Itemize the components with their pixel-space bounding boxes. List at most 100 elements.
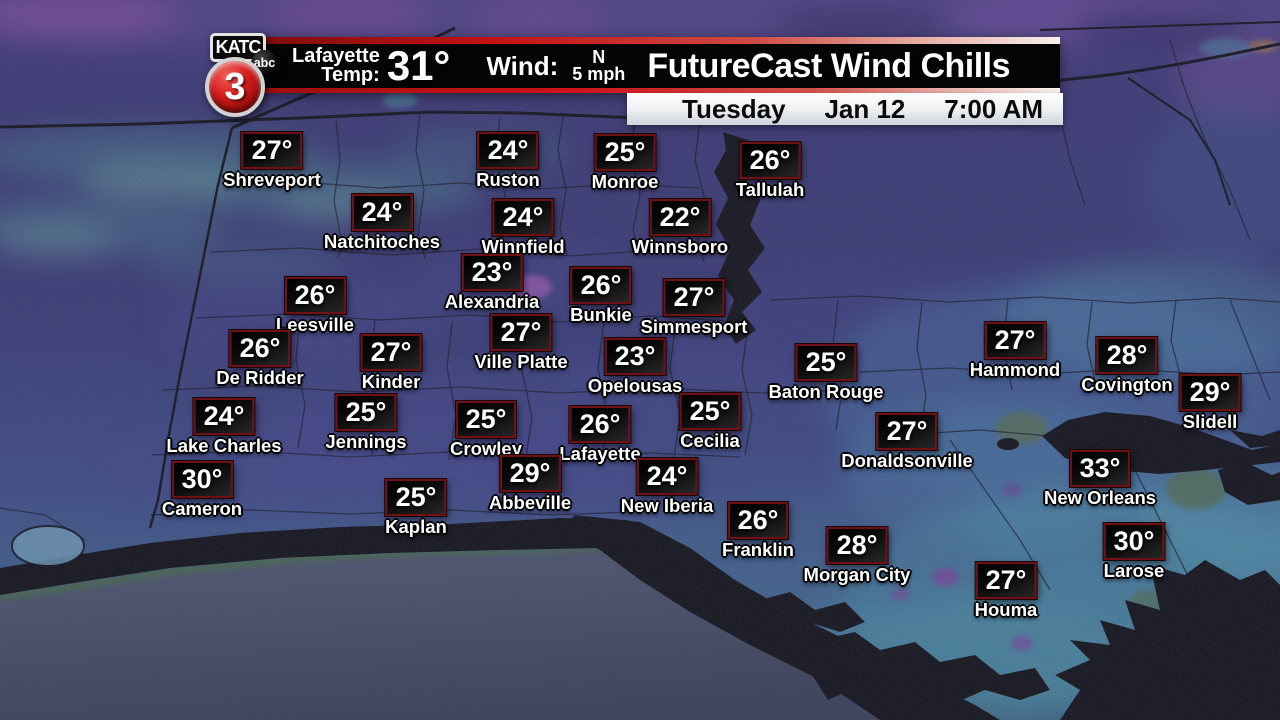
temp-box: 27° — [489, 312, 553, 353]
temp-box: 24° — [491, 197, 555, 238]
temp-box: 26° — [283, 275, 347, 316]
station-ville-platte: 27° Ville Platte — [474, 312, 568, 373]
temp-box: 27° — [875, 411, 939, 452]
city-label: Larose — [1103, 560, 1165, 582]
station-new-iberia: 24° New Iberia — [620, 456, 714, 517]
city-label: Hammond — [969, 359, 1061, 381]
timestamp-time: 7:00 AM — [944, 93, 1043, 124]
temp-box: 25° — [794, 342, 858, 383]
city-label: Simmesport — [640, 316, 748, 338]
station-crowley: 25° Crowley — [450, 399, 522, 460]
city-label: Morgan City — [803, 564, 911, 586]
city-label: Covington — [1081, 374, 1173, 396]
timestamp-date: Jan 12 — [824, 93, 906, 124]
header-bar: Lafayette Temp: 31° Wind: N 5 mph Future… — [252, 37, 1060, 93]
station-alexandria: 23° Alexandria — [444, 252, 540, 313]
timestamp-day: Tuesday — [682, 93, 786, 124]
station-de-ridder: 26° De Ridder — [216, 328, 304, 389]
city-label: Ville Platte — [474, 351, 568, 373]
temp-box: 24° — [350, 192, 414, 233]
city-label: Houma — [974, 599, 1038, 621]
temp-box: 24° — [476, 130, 540, 171]
header-top-accent — [252, 37, 1060, 44]
station-ruston: 24° Ruston — [476, 130, 540, 190]
timestamp-bar: Tuesday Jan 12 7:00 AM — [627, 93, 1063, 125]
temp-box: 27° — [974, 560, 1038, 601]
graphic-title: FutureCast Wind Chills — [647, 46, 1011, 85]
wind-label: Wind: — [486, 50, 559, 81]
temp-box: 26° — [568, 404, 632, 445]
temp-box: 25° — [678, 391, 742, 432]
station-jennings: 25° Jennings — [325, 392, 407, 453]
temp-box: 24° — [635, 456, 699, 497]
city-label: Alexandria — [444, 291, 540, 313]
city-label: Bunkie — [570, 304, 632, 326]
city-label: Lake Charles — [166, 435, 282, 457]
station-larose: 30° Larose — [1102, 521, 1166, 582]
temp-box: 25° — [593, 132, 657, 173]
station-cameron: 30° Cameron — [162, 459, 242, 519]
wind-speed: 5 mph — [572, 64, 626, 84]
station-kinder: 27° Kinder — [359, 332, 423, 393]
station-natchitoches: 24° Natchitoches — [323, 192, 441, 253]
station-hammond: 27° Hammond — [969, 320, 1061, 381]
temp-label: Temp: — [321, 64, 380, 86]
city-label: Opelousas — [587, 375, 683, 397]
station-winnsboro: 22° Winnsboro — [632, 197, 728, 257]
header-body: Lafayette Temp: 31° Wind: N 5 mph Future… — [252, 44, 1060, 88]
station-houma: 27° Houma — [974, 560, 1038, 621]
temp-box: 28° — [1095, 335, 1159, 376]
temp-box: 26° — [569, 265, 633, 306]
temp-box: 30° — [170, 459, 234, 500]
temp-box: 25° — [454, 399, 518, 440]
station-slidell: 29° Slidell — [1178, 372, 1242, 432]
city-label: Donaldsonville — [841, 450, 973, 472]
temp-box: 22° — [648, 197, 712, 238]
temp-box: 29° — [498, 453, 562, 494]
city-label: Kinder — [361, 371, 421, 393]
temp-box: 24° — [192, 396, 256, 437]
city-label: New Orleans — [1043, 487, 1157, 509]
station-shreveport: 27° Shreveport — [223, 130, 321, 190]
temp-box: 27° — [359, 332, 423, 373]
city-label: Natchitoches — [323, 231, 441, 253]
city-label: Franklin — [722, 539, 794, 561]
city-label: Abbeville — [488, 492, 572, 514]
temp-box: 33° — [1068, 448, 1132, 489]
temp-box: 27° — [983, 320, 1047, 361]
city-label: Kaplan — [385, 516, 447, 538]
station-bunkie: 26° Bunkie — [569, 265, 633, 326]
wind-reading: N 5 mph — [572, 48, 626, 84]
station-winnfield: 24° Winnfield — [481, 197, 565, 257]
city-label: New Iberia — [620, 495, 714, 517]
temp-box: 30° — [1102, 521, 1166, 562]
temp-box: 29° — [1178, 372, 1242, 413]
station-baton-rouge: 25° Baton Rouge — [768, 342, 884, 403]
city-label: Jennings — [325, 431, 407, 453]
temp-box: 26° — [726, 500, 790, 541]
city-label: Tallulah — [735, 179, 805, 201]
header-bottom-accent — [252, 88, 1060, 93]
station-lafayette: 26° Lafayette — [559, 404, 641, 465]
temp-box: 27° — [662, 277, 726, 318]
city-label: Crowley — [450, 438, 522, 460]
station-monroe: 25° Monroe — [592, 132, 658, 192]
station-donaldsonville: 27° Donaldsonville — [841, 411, 973, 472]
station-simmesport: 27° Simmesport — [640, 277, 748, 338]
station-opelousas: 23° Opelousas — [587, 336, 683, 397]
city-label: Baton Rouge — [768, 381, 884, 403]
channel-3-icon: 3 — [205, 57, 265, 117]
current-temperature: 31° — [386, 42, 451, 89]
station-abbeville: 29° Abbeville — [488, 453, 572, 514]
station-covington: 28° Covington — [1081, 335, 1173, 396]
city-label: De Ridder — [216, 367, 304, 389]
location-name: Lafayette — [292, 45, 380, 67]
temp-box: 23° — [603, 336, 667, 377]
city-label: Lafayette — [559, 443, 641, 465]
station-tallulah: 26° Tallulah — [735, 140, 805, 201]
temp-box: 25° — [334, 392, 398, 433]
station-leesville: 26° Leesville — [276, 275, 354, 335]
temp-box: 28° — [825, 525, 889, 566]
